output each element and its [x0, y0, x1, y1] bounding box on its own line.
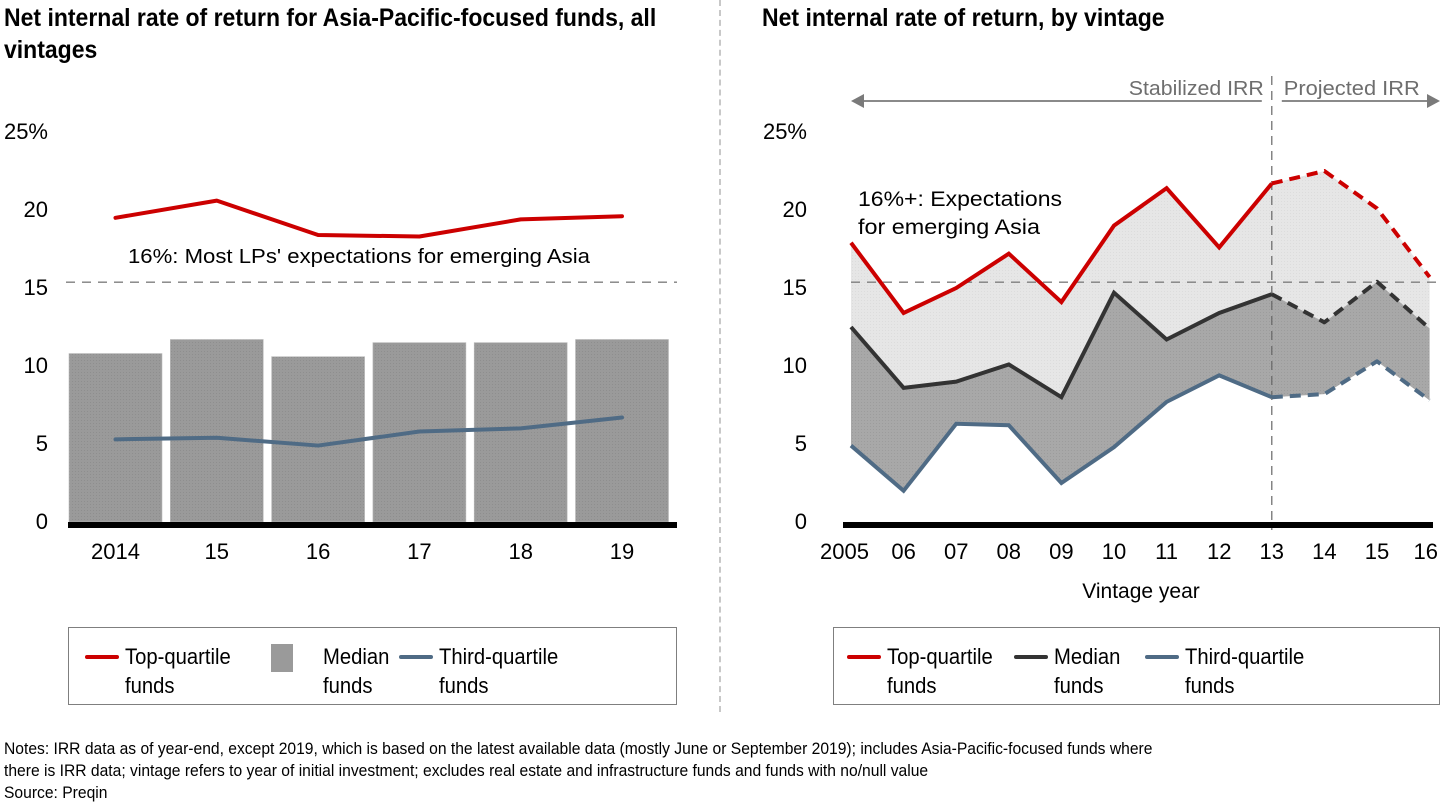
stabilized-irr-label: Stabilized IRR	[1129, 78, 1264, 100]
x-tick-label: 19	[610, 539, 634, 564]
right-legend: Top-quartile funds Median funds Third-quar…	[833, 627, 1440, 705]
y-tick-label: 25%	[763, 119, 807, 144]
notes-line-2: there is IRR data; vintage refers to yea…	[4, 761, 929, 780]
median-bar	[170, 339, 264, 523]
y-tick-label: 10	[783, 353, 807, 378]
reference-label-line-2: for emerging Asia	[858, 216, 1040, 239]
x-tick-label: 2014	[91, 539, 140, 564]
x-tick-label: 2005	[820, 539, 869, 564]
x-tick-label: 13	[1260, 539, 1284, 564]
median-bar	[473, 342, 568, 523]
y-tick-label: 20	[24, 197, 48, 222]
legend-label: Third-quartile funds	[1185, 644, 1305, 698]
top-to-median-band	[851, 171, 1430, 398]
median-projected-line	[1270, 279, 1431, 331]
right-chart: 0 5 10 15 20 25% Stabilized IRR Projected IRR 16…	[763, 76, 1440, 603]
y-tick-label: 15	[24, 275, 48, 300]
notes: Notes: IRR data as of year-end, except 2…	[4, 738, 1439, 804]
top-quartile-projected-line	[1271, 169, 1432, 279]
legend-swatch-line	[1145, 655, 1179, 659]
x-axis	[68, 522, 677, 528]
x-tick-label: 16	[306, 539, 330, 564]
reference-label-line-1: 16%+: Expectations	[858, 188, 1062, 211]
stabilized-arrow-head	[851, 94, 864, 108]
left-chart: 0 5 10 15 20 25% 16%: Most LPs' expectations f…	[4, 119, 677, 564]
panel-divider	[719, 0, 721, 712]
legend-swatch-line	[1014, 655, 1048, 659]
legend-swatch-line	[399, 655, 433, 659]
x-tick-label: 17	[407, 539, 431, 564]
legend-swatch-line	[847, 655, 881, 659]
charts-canvas: 0 5 10 15 20 25% 16%: Most LPs' expectations f…	[4, 76, 1440, 603]
x-tick-label: 07	[944, 539, 968, 564]
median-bar	[575, 339, 669, 523]
x-tick-label: 14	[1312, 539, 1336, 564]
right-chart-title: Net internal rate of return, by vintage	[762, 4, 1165, 32]
x-tick-label: 09	[1049, 539, 1073, 564]
y-tick-label: 20	[783, 197, 807, 222]
x-tick-label: 11	[1155, 539, 1178, 564]
notes-line-1: Notes: IRR data as of year-end, except 2…	[4, 739, 1153, 758]
left-legend: Top-quartile funds Median funds Third-quar…	[68, 627, 677, 705]
legend-label: Top-quartile funds	[125, 644, 231, 698]
left-chart-title: Net internal rate of return for Asia-Pac…	[4, 4, 657, 64]
y-tick-label: 10	[24, 353, 48, 378]
x-axis-title: Vintage year	[1082, 580, 1200, 603]
x-tick-label: 06	[891, 539, 915, 564]
x-tick-label: 18	[508, 539, 532, 564]
legend-label: Median funds	[323, 644, 390, 698]
x-axis	[843, 522, 1433, 528]
y-tick-label: 25%	[4, 119, 48, 144]
x-tick-label: 08	[997, 539, 1021, 564]
projected-arrow-head	[1427, 94, 1440, 108]
x-tick-label: 15	[1365, 539, 1389, 564]
legend-swatch-line	[85, 655, 119, 659]
x-tick-label: 12	[1207, 539, 1231, 564]
third-quartile-line	[113, 415, 624, 448]
legend-swatch-box	[271, 644, 293, 672]
x-tick-label: 15	[205, 539, 229, 564]
y-tick-label: 0	[36, 509, 48, 534]
projected-irr-label: Projected IRR	[1284, 78, 1420, 100]
x-tick-label: 16	[1414, 539, 1438, 564]
third-quartile-projected-line	[1271, 359, 1431, 402]
legend-label: Median funds	[1054, 644, 1121, 698]
y-tick-label: 15	[783, 275, 807, 300]
source-line: Source: Preqin	[4, 783, 108, 802]
legend-label: Top-quartile funds	[887, 644, 993, 698]
reference-line-label: 16%: Most LPs' expectations for emerging…	[128, 246, 591, 268]
y-tick-label: 0	[795, 509, 807, 534]
y-tick-label: 5	[795, 431, 807, 456]
legend-label: Third-quartile funds	[439, 644, 559, 698]
x-tick-label: 10	[1102, 539, 1126, 564]
y-tick-label: 5	[36, 431, 48, 456]
top-quartile-line	[113, 198, 624, 239]
median-to-third-band	[851, 281, 1430, 491]
